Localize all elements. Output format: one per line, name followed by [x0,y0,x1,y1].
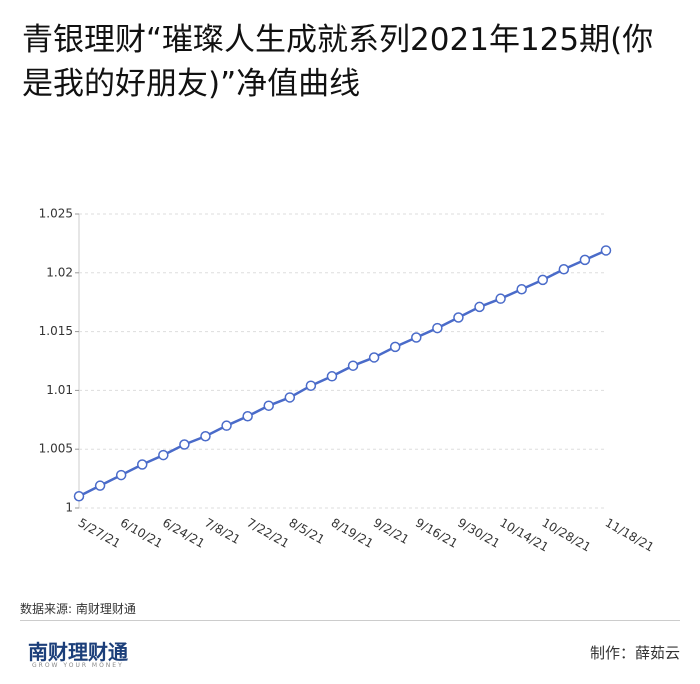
data-point [326,371,338,382]
chart: 1 1.005 1.01 1.015 1.02 1.025 5/27/216/10/216/… [39,207,657,555]
data-point [411,332,422,343]
data-point [73,490,85,502]
data-point [305,380,317,391]
credit: 制作：薛茹云 [589,644,680,662]
x-tick-label: 9/2/21 [371,516,411,547]
data-point [347,360,359,371]
y-tick-label: 1.01 [46,383,73,397]
brand-tagline: GROW YOUR MONEY [32,662,124,669]
x-tick-label: 6/10/21 [118,516,165,551]
x-tick-label: 5/27/21 [76,516,123,551]
data-point [136,459,148,470]
data-point [516,284,527,295]
data-point [453,312,464,323]
data-point [389,341,401,353]
x-tick-label: 8/5/21 [287,516,327,547]
data-point [242,411,253,422]
y-tick-label: 1 [65,501,73,515]
chart-title: 青银理财“璀璨人生成就系列2021年125期(你是我的好朋友)”净值曲线 [22,22,654,102]
x-tick-label: 9/16/21 [413,516,460,551]
x-tick-label: 6/24/21 [160,516,207,551]
data-point [115,469,127,481]
x-tick-label: 11/18/21 [603,516,657,555]
data-point [200,431,211,442]
x-tick-label: 10/28/21 [540,516,594,555]
data-point [368,352,380,363]
data-point [94,480,106,491]
data-point [579,254,591,266]
divider [20,620,680,621]
source: 数据来源: 南财理财通 [20,602,136,616]
data-point [284,392,296,403]
x-tick-label: 7/8/21 [202,516,242,547]
data-point [158,449,169,461]
data-point [432,322,443,334]
data-point [221,420,232,431]
data-point [600,245,612,256]
data-point [474,301,485,313]
y-tick-label: 1.025 [39,207,73,221]
data-point [558,264,570,275]
data-point [179,439,190,450]
data-point [263,400,274,411]
y-tick-label: 1.02 [46,265,73,279]
x-tick-label: 9/30/21 [455,516,502,551]
y-tick-label: 1.005 [39,442,73,456]
x-tick-label: 7/22/21 [244,516,291,551]
y-tick-label: 1.015 [39,324,73,338]
data-point [537,274,549,286]
x-tick-label: 8/19/21 [329,516,376,551]
brand: 南财理财通 [28,640,128,664]
series-line [78,249,607,498]
data-point [495,293,506,304]
